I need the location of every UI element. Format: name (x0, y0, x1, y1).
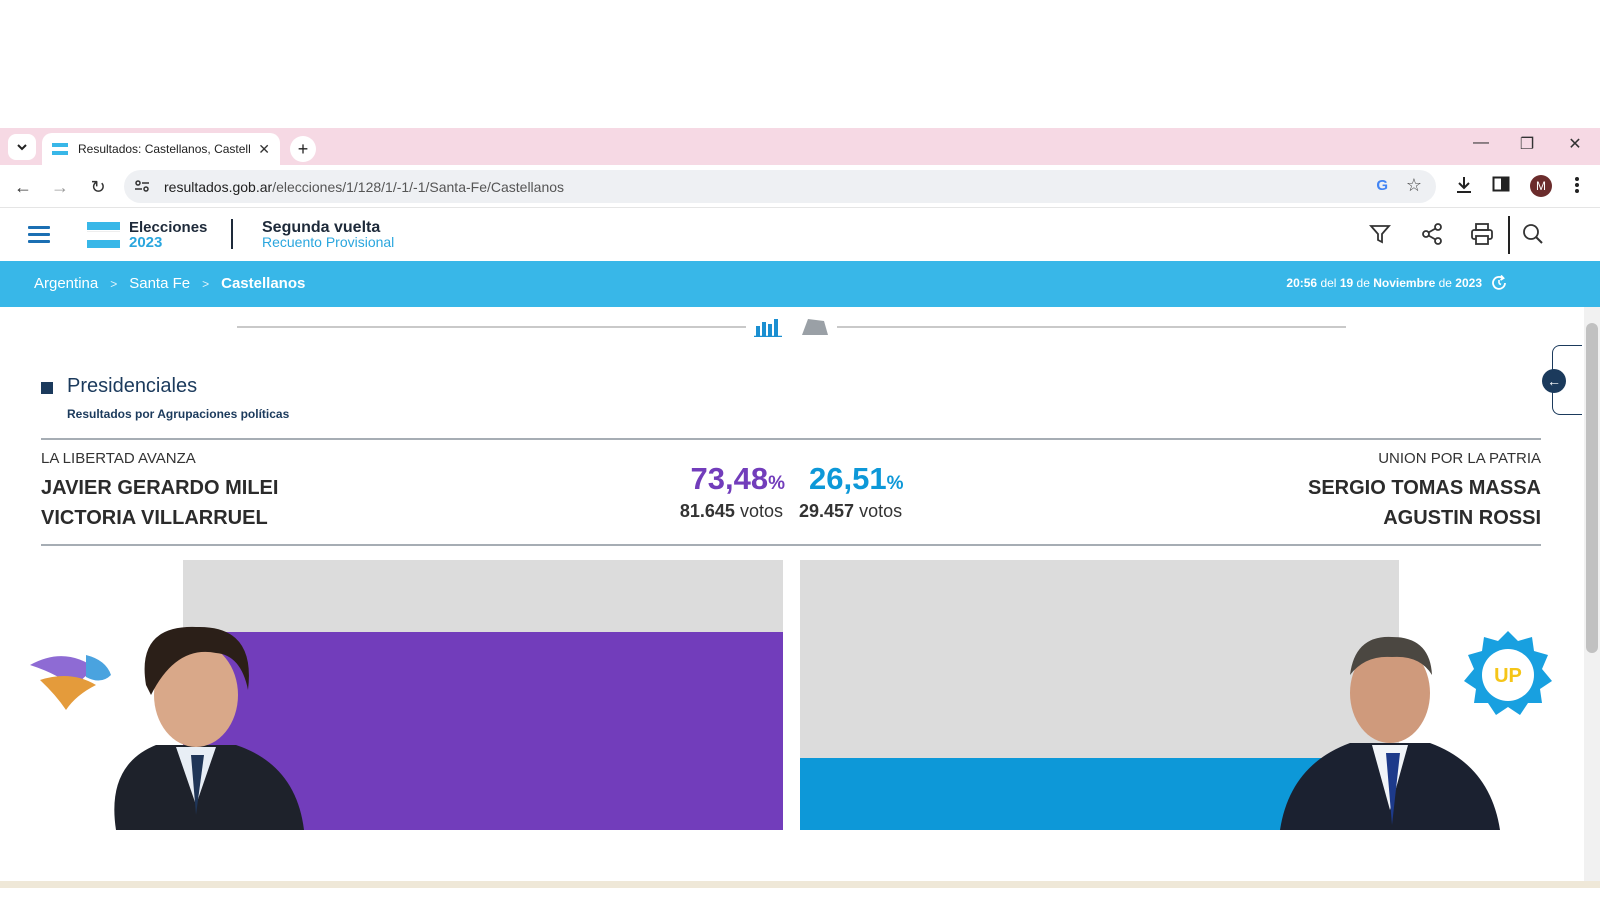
taskbar-edge (0, 881, 1600, 888)
update-timestamp: 20:56 del 19 de Noviembre de 2023 (1286, 276, 1482, 290)
site-header: Elecciones 2023 Segunda vuelta Recuento … (0, 208, 1600, 261)
candidate-vice-right: AGUSTIN ROSSI (1383, 507, 1541, 529)
party-badge-up: UP (1464, 631, 1552, 715)
main-content: Presidenciales Resultados por Agrupacion… (0, 307, 1600, 888)
reload-icon[interactable]: ↻ (90, 176, 106, 197)
new-tab-button[interactable]: + (290, 136, 316, 162)
party-name-right: UNION POR LA PATRIA (1378, 450, 1541, 467)
breadcrumb: Argentina > Santa Fe > Castellanos (34, 275, 305, 292)
arrow-left-icon[interactable]: ← (1542, 369, 1566, 393)
page-scrollbar[interactable] (1584, 307, 1600, 888)
candidate-photo-left (30, 626, 304, 830)
results-bottom-divider (41, 544, 1541, 546)
bookmark-star-icon[interactable]: ☆ (1405, 175, 1422, 195)
ballot-box-view-icon[interactable] (800, 317, 830, 337)
restore-icon[interactable]: ❐ (1519, 136, 1535, 153)
print-icon[interactable] (1470, 223, 1494, 245)
browser-tabstrip: Resultados: Castellanos, Castellanos ✕ +… (0, 128, 1600, 165)
browser-toolbar: ← → ↻ resultados.gob.ar/elecciones/1/128… (0, 165, 1600, 208)
back-icon[interactable]: ← (14, 176, 32, 197)
logo-line1: Elecciones (129, 219, 208, 236)
side-panel-icon[interactable] (1492, 175, 1510, 193)
scrollbar-thumb[interactable] (1586, 323, 1598, 653)
view-divider-right (837, 326, 1346, 328)
section-subtitle: Resultados por Agrupaciones políticas (67, 407, 290, 421)
refresh-icon[interactable] (1490, 274, 1508, 292)
header-divider (231, 219, 233, 249)
hamburger-menu-icon[interactable] (28, 226, 50, 247)
tab-title: Resultados: Castellanos, Castellanos (78, 142, 250, 156)
logo-line2: 2023 (129, 234, 163, 251)
candidate-vice-left: VICTORIA VILLARRUEL (41, 507, 268, 529)
breadcrumb-separator: > (202, 276, 210, 291)
share-icon[interactable] (1421, 223, 1443, 245)
round-title: Segunda vuelta (262, 219, 381, 236)
filter-icon[interactable] (1369, 223, 1391, 245)
header-divider-right (1508, 216, 1510, 254)
chevron-down-icon (17, 144, 27, 151)
site-settings-icon[interactable] (134, 178, 150, 194)
breadcrumb-bar: Argentina > Santa Fe > Castellanos 20:56… (0, 261, 1600, 307)
results-top-divider (41, 438, 1541, 440)
url-text: resultados.gob.ar/elecciones/1/128/1/-1/… (164, 179, 565, 195)
candidate-photo-right: UP (1280, 631, 1552, 830)
google-lens-icon[interactable]: G (1376, 177, 1388, 194)
minimize-icon[interactable]: — (1473, 134, 1489, 151)
tab-search-button[interactable] (8, 134, 36, 160)
candidate-president-left: JAVIER GERARDO MILEI (41, 477, 279, 499)
argentina-flag-logo (87, 222, 120, 248)
forward-icon[interactable]: → (51, 176, 69, 197)
bar-chart-view-icon[interactable] (754, 317, 782, 337)
profile-avatar[interactable]: M (1530, 175, 1552, 197)
breadcrumb-separator: > (110, 276, 118, 291)
desktop-blank-area (0, 0, 1600, 128)
breadcrumb-santa-fe[interactable]: Santa Fe (129, 275, 191, 292)
site-favicon (52, 143, 68, 155)
percentage-left: 73,48% (690, 461, 785, 496)
party-bird-logo (30, 655, 111, 710)
party-name-left: LA LIBERTAD AVANZA (41, 450, 196, 467)
tab-close-icon[interactable]: ✕ (258, 140, 270, 157)
percentage-right: 26,51% (809, 461, 904, 496)
candidate-president-right: SERGIO TOMAS MASSA (1308, 477, 1541, 499)
votes-right: 29.457 votos (799, 501, 903, 521)
address-bar[interactable]: resultados.gob.ar/elecciones/1/128/1/-1/… (124, 170, 1436, 203)
more-menu-icon[interactable] (1574, 175, 1580, 195)
search-icon[interactable] (1522, 223, 1544, 245)
svg-text:UP: UP (1494, 665, 1522, 687)
breadcrumb-current: Castellanos (221, 275, 306, 292)
elecciones-logo[interactable]: Elecciones 2023 (129, 220, 207, 250)
download-icon[interactable] (1454, 175, 1474, 195)
browser-tab-active[interactable]: Resultados: Castellanos, Castellanos ✕ (42, 133, 280, 165)
close-window-icon[interactable]: ✕ (1568, 136, 1582, 153)
round-subtitle: Recuento Provisional (262, 234, 395, 250)
breadcrumb-argentina[interactable]: Argentina (34, 275, 99, 292)
election-round: Segunda vuelta Recuento Provisional (262, 220, 394, 250)
section-marker (41, 382, 53, 394)
section-title: Presidenciales (67, 375, 198, 397)
votes-left: 81.645 votos (679, 501, 783, 521)
view-divider-left (237, 326, 746, 328)
